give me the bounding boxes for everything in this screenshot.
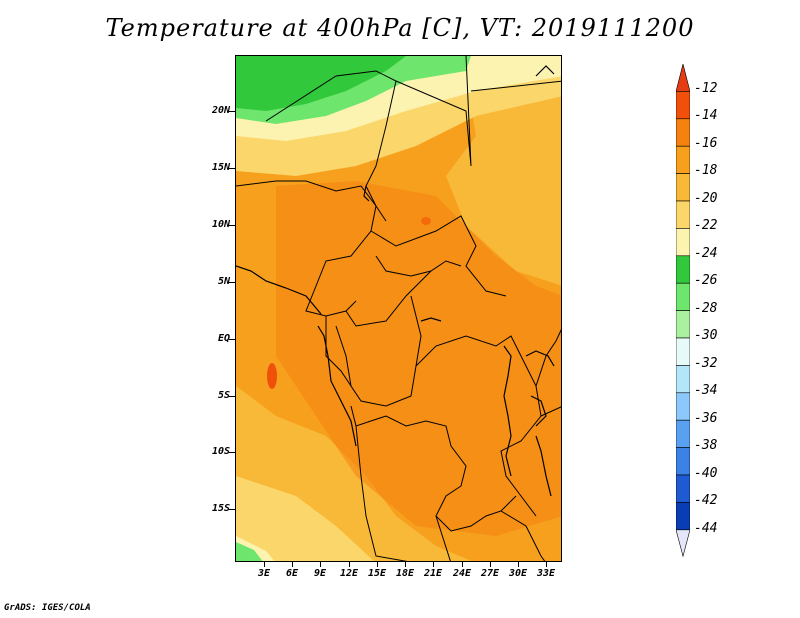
colorbar-label: -22 (694, 218, 718, 233)
lon-tick (546, 562, 547, 567)
colorbar-label: -14 (694, 108, 718, 123)
lon-tick (518, 562, 519, 567)
colorbar-swatch (676, 365, 690, 394)
lat-label-eq: EQ (217, 333, 230, 344)
lat-label-15n: 15N (211, 162, 230, 173)
lat-tick (229, 111, 235, 112)
lon-label-9e: 9E (313, 568, 327, 579)
colorbar-swatch (676, 310, 690, 339)
colorbar-label: -36 (694, 411, 718, 426)
lon-tick (377, 562, 378, 567)
colorbar-bottom-arrow (676, 529, 690, 558)
colorbar-swatches (676, 64, 690, 558)
field-band-22 (236, 56, 406, 111)
colorbar-swatch (676, 392, 690, 421)
lon-tick (433, 562, 434, 567)
colorbar-swatch (676, 502, 690, 531)
lon-label-15e: 15E (367, 568, 387, 579)
colorbar-swatch (676, 200, 690, 229)
colorbar-label: -42 (694, 493, 718, 508)
grads-credit: GrADS: IGES/COLA (4, 603, 91, 613)
lat-label-5n: 5N (217, 276, 230, 287)
colorbar-label: -40 (694, 466, 718, 481)
colorbar-swatch (676, 282, 690, 311)
lat-tick (229, 225, 235, 226)
lon-label-27e: 27E (480, 568, 500, 579)
lon-tick (462, 562, 463, 567)
colorbar-label: -32 (694, 356, 718, 371)
colorbar-swatch (676, 337, 690, 366)
country-borders (236, 56, 561, 561)
colorbar-label: -38 (694, 438, 718, 453)
field-warm-spot-west (267, 363, 277, 389)
colorbar-top-arrow (676, 64, 690, 92)
field-band-14 (276, 181, 561, 536)
lon-label-6e: 6E (285, 568, 299, 579)
colorbar-swatch (676, 173, 690, 202)
lon-label-12e: 12E (339, 568, 359, 579)
colorbar-swatch (676, 118, 690, 147)
coastlines (236, 65, 555, 497)
colorbar-label: -18 (694, 163, 718, 178)
lat-tick (229, 396, 235, 397)
map-field (236, 56, 561, 561)
lon-label-3e: 3E (257, 568, 271, 579)
lat-tick (229, 452, 235, 453)
colorbar-label: -12 (694, 81, 718, 96)
map-title: Temperature at 400hPa [C], VT: 201911120… (105, 14, 695, 42)
colorbar-swatch (676, 474, 690, 503)
colorbar-label: -28 (694, 301, 718, 316)
lon-tick (264, 562, 265, 567)
colorbar-swatch (676, 145, 690, 174)
lat-tick (229, 282, 235, 283)
lon-tick (292, 562, 293, 567)
lon-tick (490, 562, 491, 567)
lon-tick (320, 562, 321, 567)
colorbar-label: -30 (694, 328, 718, 343)
lat-tick (229, 339, 235, 340)
lon-label-30e: 30E (508, 568, 528, 579)
colorbar-label: -44 (694, 521, 718, 536)
field-band-18-south (236, 476, 374, 561)
colorbar-swatch (676, 447, 690, 476)
lon-label-18e: 18E (395, 568, 415, 579)
colorbar-swatch (676, 419, 690, 448)
colorbar-swatch (676, 255, 690, 284)
temperature-map (235, 55, 562, 562)
lat-tick (229, 168, 235, 169)
colorbar (676, 64, 690, 558)
colorbar-swatch (676, 91, 690, 120)
lat-label-20n: 20N (211, 105, 230, 116)
colorbar-label: -24 (694, 246, 718, 261)
lat-label-15s: 15S (211, 503, 230, 514)
lat-label-10s: 10S (211, 446, 230, 457)
lat-label-10n: 10N (211, 219, 230, 230)
colorbar-label: -20 (694, 191, 718, 206)
lon-label-33e: 33E (536, 568, 556, 579)
lon-tick (349, 562, 350, 567)
colorbar-swatch (676, 228, 690, 257)
lon-label-21e: 21E (423, 568, 443, 579)
lat-tick (229, 509, 235, 510)
colorbar-label: -16 (694, 136, 718, 151)
field-band-24-south (236, 542, 263, 561)
lat-label-5s: 5S (217, 390, 230, 401)
colorbar-label: -26 (694, 273, 718, 288)
lon-label-24e: 24E (452, 568, 472, 579)
lon-tick (405, 562, 406, 567)
colorbar-label: -34 (694, 383, 718, 398)
